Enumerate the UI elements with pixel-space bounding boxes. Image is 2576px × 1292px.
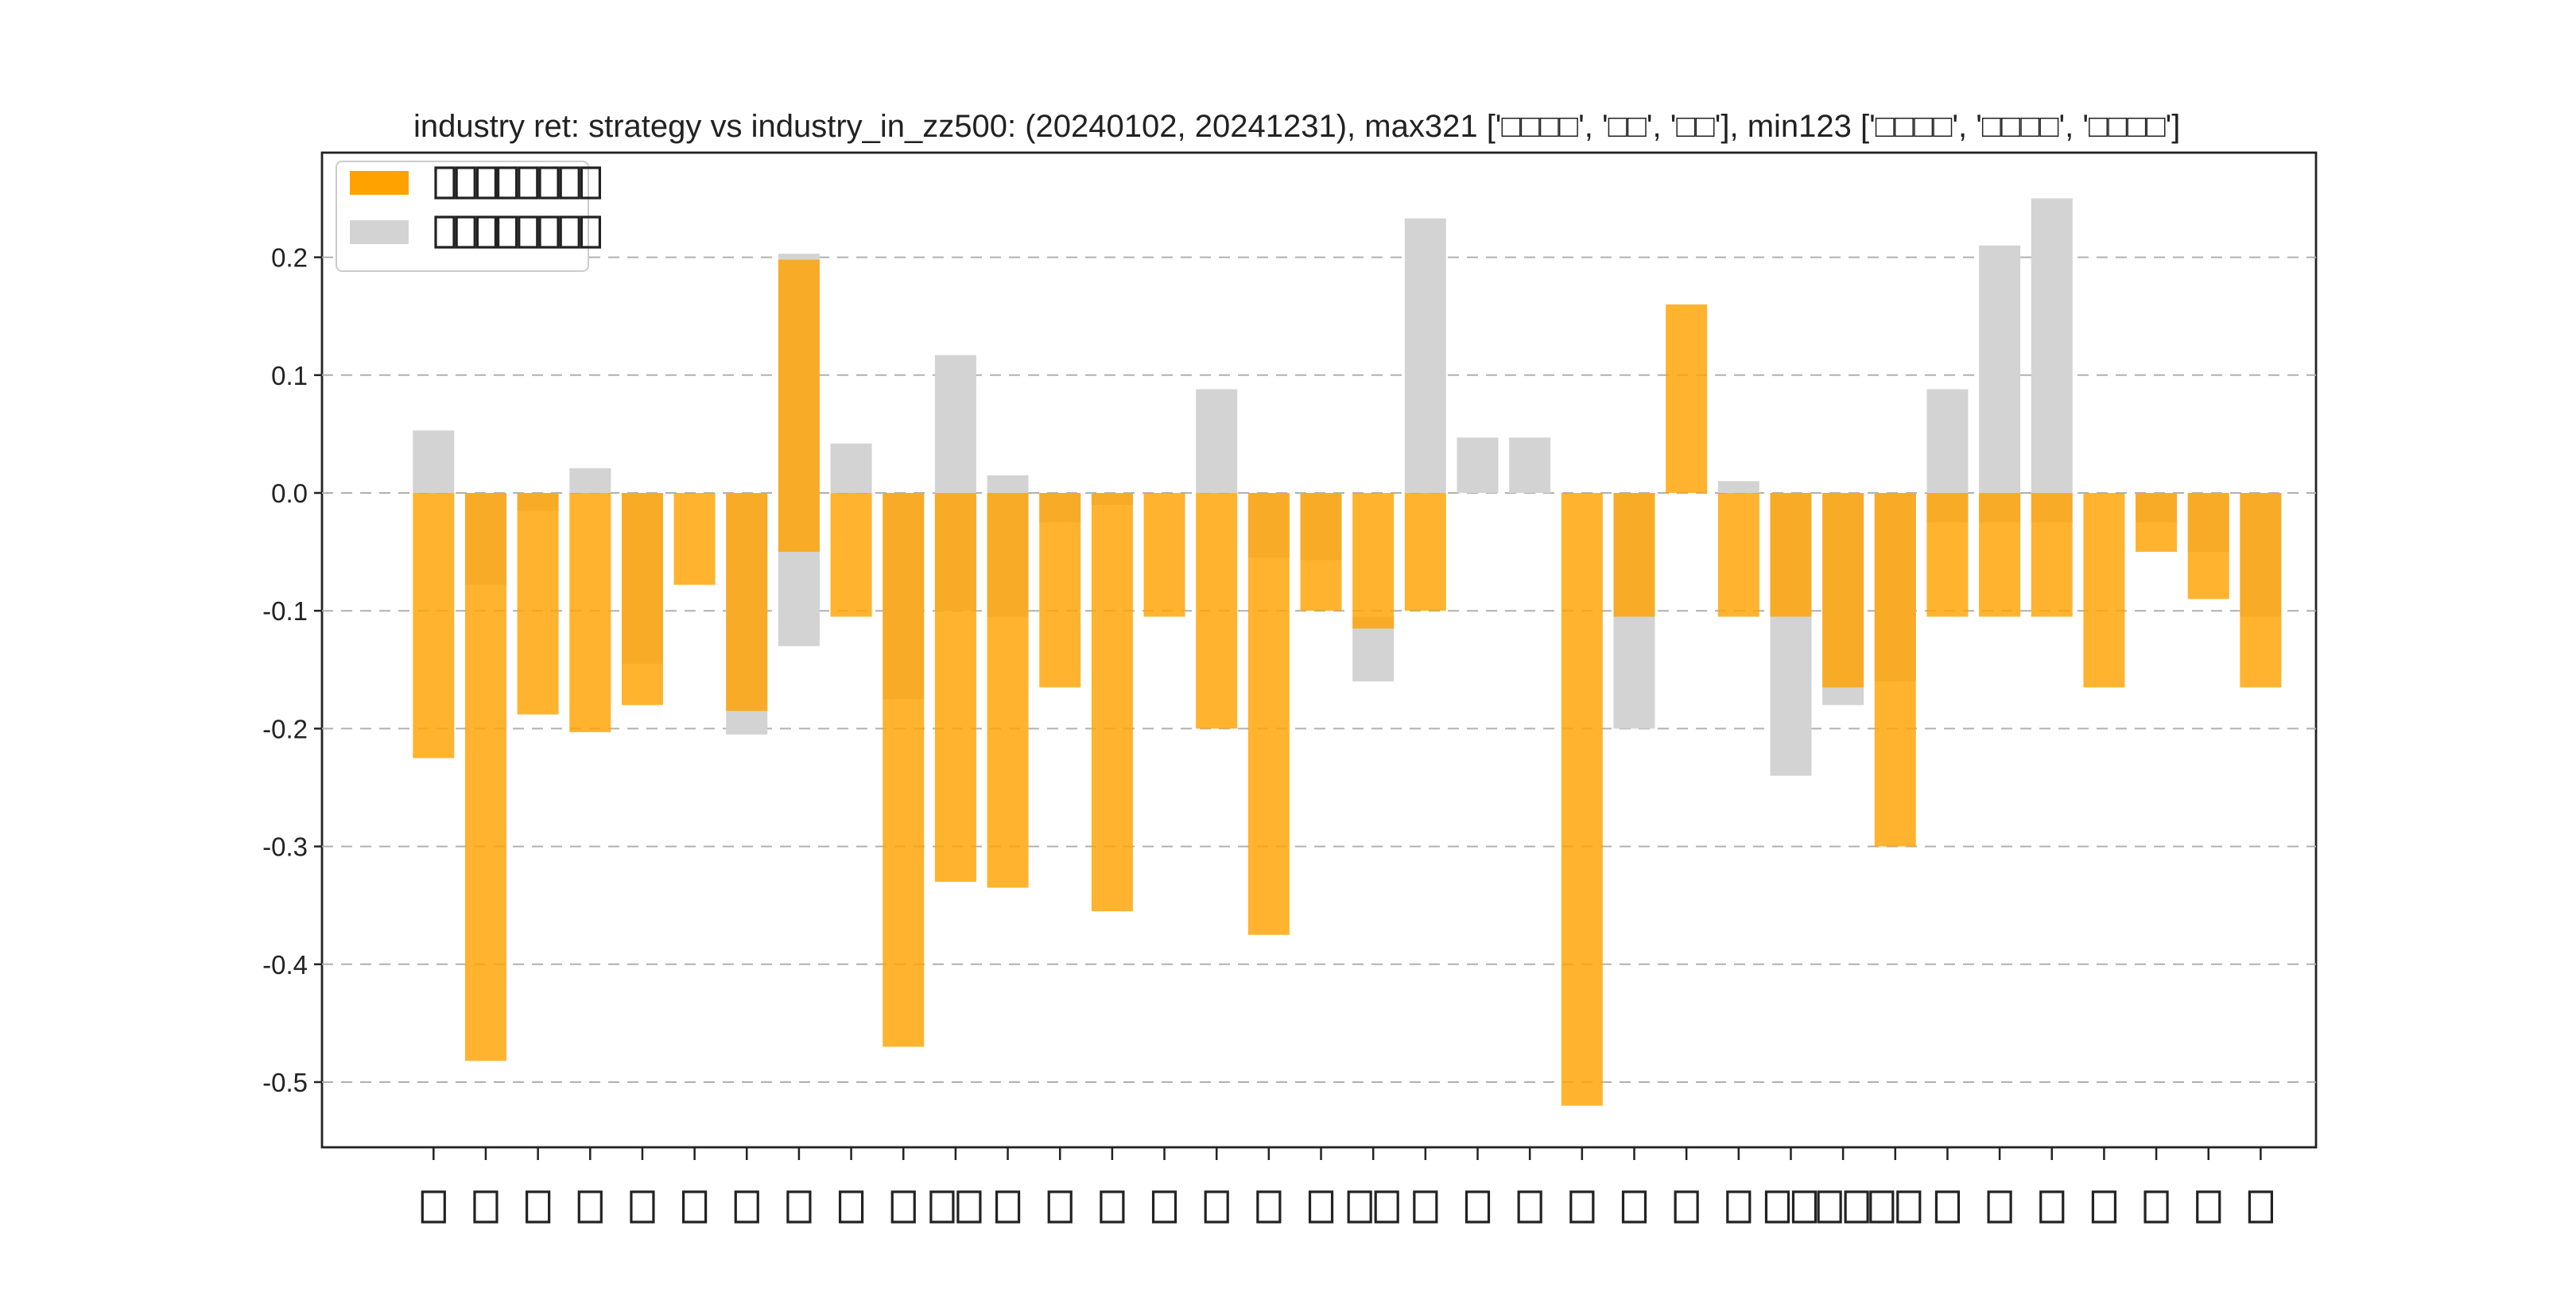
- svg-text:0.2: 0.2: [271, 243, 308, 273]
- svg-text:-0.4: -0.4: [262, 950, 308, 980]
- svg-text:0.0: 0.0: [271, 479, 308, 508]
- svg-text:industry ret: strategy vs indu: industry ret: strategy vs industry_in_zz…: [413, 109, 2180, 144]
- svg-text:-0.2: -0.2: [262, 714, 308, 743]
- svg-text:-0.1: -0.1: [262, 596, 308, 626]
- svg-text:0.1: 0.1: [271, 361, 308, 390]
- svg-text:-0.3: -0.3: [262, 832, 308, 862]
- svg-text:-0.5: -0.5: [262, 1068, 308, 1097]
